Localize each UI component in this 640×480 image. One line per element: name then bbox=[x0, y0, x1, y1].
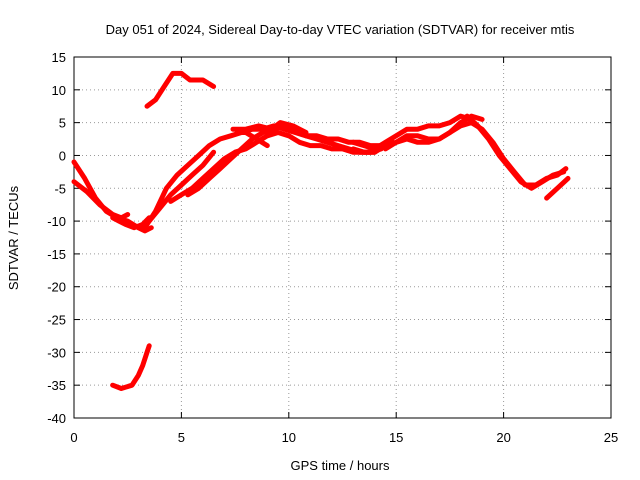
series-line-arc-3 bbox=[110, 215, 152, 231]
x-tick-label: 25 bbox=[604, 430, 618, 445]
y-tick-label: -40 bbox=[47, 411, 66, 426]
x-axis-label: GPS time / hours bbox=[291, 458, 390, 473]
series-line-arc-8 bbox=[230, 120, 309, 135]
series-line-arc-2 bbox=[71, 179, 131, 221]
y-tick-label: -15 bbox=[47, 247, 66, 262]
x-tick-label: 15 bbox=[389, 430, 403, 445]
series-line-arc-11 bbox=[110, 343, 152, 391]
series-line-arc-12 bbox=[350, 113, 474, 152]
y-axis-label: SDTVAR / TECUs bbox=[6, 185, 21, 290]
x-tick-label: 10 bbox=[282, 430, 296, 445]
y-tick-label: 0 bbox=[59, 148, 66, 163]
grid bbox=[74, 57, 611, 418]
series-line-arc-10 bbox=[144, 70, 217, 109]
series-line-arc-16 bbox=[544, 175, 571, 201]
series-line-arc-14 bbox=[383, 120, 569, 188]
data-traces bbox=[71, 70, 571, 391]
series-line-arc-13 bbox=[350, 113, 485, 155]
y-tick-label: 10 bbox=[52, 83, 66, 98]
y-tick-label: -25 bbox=[47, 313, 66, 328]
y-tick-label: -30 bbox=[47, 345, 66, 360]
y-tick-label: 5 bbox=[59, 116, 66, 131]
y-tick-label: 15 bbox=[52, 50, 66, 65]
y-tick-label: -10 bbox=[47, 214, 66, 229]
series-line-arc-15 bbox=[464, 113, 567, 191]
x-tick-label: 5 bbox=[178, 430, 185, 445]
x-tick-label: 0 bbox=[70, 430, 77, 445]
series-line-arc-4 bbox=[146, 149, 217, 224]
y-tick-label: -35 bbox=[47, 378, 66, 393]
y-tick-label: -20 bbox=[47, 280, 66, 295]
chart-title: Day 051 of 2024, Sidereal Day-to-day VTE… bbox=[106, 22, 575, 37]
axis-ticks: -40 -35 -30 -25 -20 -15 -10 -5 0 5 10 15 0 5 10 15 20 25 bbox=[47, 50, 618, 445]
plot-frame bbox=[73, 56, 612, 419]
y-tick-label: -5 bbox=[54, 181, 66, 196]
x-tick-label: 20 bbox=[496, 430, 510, 445]
series-line-arc-9 bbox=[234, 130, 270, 149]
